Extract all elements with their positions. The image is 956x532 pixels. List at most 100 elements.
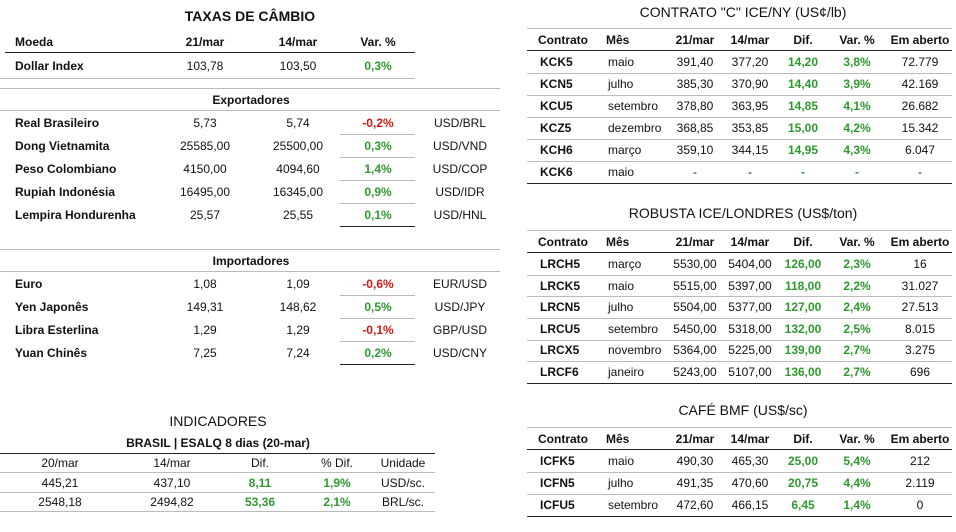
header-cell: 21/mar <box>675 235 715 249</box>
cell: BRL/sc. <box>381 495 424 509</box>
row-label: LRCK5 <box>540 278 581 293</box>
section-title: INDICADORES <box>169 413 267 429</box>
cell: USD/COP <box>432 162 488 176</box>
cell: 370,90 <box>731 77 769 91</box>
header-cell: Contrato <box>538 432 588 446</box>
rule <box>527 339 952 341</box>
rule <box>340 203 415 204</box>
cell: 2,5% <box>843 321 871 336</box>
rule <box>0 110 500 111</box>
cell: 4,2% <box>843 121 871 135</box>
section-title: TAXAS DE CÂMBIO <box>184 8 316 24</box>
cell: 1,29 <box>286 323 310 337</box>
cell: 696 <box>909 365 931 379</box>
rule <box>0 492 435 493</box>
rule <box>5 52 415 53</box>
row-label: KCK5 <box>540 55 573 69</box>
cell: 5,73 <box>193 116 217 130</box>
header-cell: Unidade <box>380 456 426 470</box>
cell: 353,85 <box>731 121 769 135</box>
cell: 103,50 <box>279 59 317 73</box>
cell: EUR/USD <box>432 277 487 291</box>
cell: 2,4% <box>843 300 871 315</box>
cell: 25,55 <box>282 208 314 222</box>
cell: 127,00 <box>784 300 822 315</box>
cell: julho <box>608 77 634 91</box>
cell: 344,15 <box>731 143 769 157</box>
cell: 20,75 <box>787 476 819 490</box>
rule <box>0 249 500 250</box>
cell: setembro <box>608 321 659 336</box>
cell: 1,4% <box>843 498 871 512</box>
cell: 14,20 <box>787 55 819 69</box>
cell: 1,9% <box>323 476 351 490</box>
cell: USD/VND <box>432 139 487 153</box>
section-title: ROBUSTA ICE/LONDRES (US$/ton) <box>628 205 858 221</box>
cell: 437,10 <box>153 476 191 490</box>
row-label: KCU5 <box>540 99 573 113</box>
cell: 5377,00 <box>728 300 772 315</box>
cell: 5404,00 <box>728 257 772 271</box>
cell: 4,1% <box>843 99 871 113</box>
row-label: Dong Vietnamita <box>15 139 110 153</box>
cell: 0,3% <box>364 139 392 153</box>
cell: 2,1% <box>323 495 351 509</box>
cell: 363,95 <box>731 99 769 113</box>
cell: 0,2% <box>364 346 392 360</box>
rule <box>527 95 952 96</box>
cell: 490,30 <box>676 454 714 468</box>
cell: novembro <box>608 343 662 358</box>
cell: 4094,60 <box>276 162 320 176</box>
rule <box>527 449 952 450</box>
cell: 25585,00 <box>179 139 231 153</box>
rule <box>527 252 952 253</box>
row-label: KCZ5 <box>540 121 572 135</box>
row-label: Yuan Chinês <box>15 346 88 360</box>
header-cell: % Dif. <box>320 456 353 470</box>
cell: 2,3% <box>843 257 871 271</box>
cell: maio <box>608 55 635 69</box>
header-cell: Var. % <box>839 33 875 47</box>
rule <box>527 230 952 231</box>
rule <box>340 364 415 365</box>
cell: 5,4% <box>843 454 871 468</box>
cell: 14,95 <box>787 143 819 157</box>
header-cell: Dif. <box>251 456 269 470</box>
cell: 212 <box>909 454 931 468</box>
header-cell: Contrato <box>538 33 588 47</box>
header-cell: 20/mar <box>41 456 79 470</box>
cell: 470,60 <box>731 476 769 490</box>
cell: 4,4% <box>843 476 871 490</box>
cell: 5504,00 <box>673 300 717 315</box>
header-cell: Em aberto <box>890 235 950 249</box>
rule <box>527 117 952 118</box>
header-cell: Dif. <box>793 33 813 47</box>
rule <box>0 511 435 512</box>
cell: 14,85 <box>787 99 819 113</box>
cell: 385,30 <box>676 77 714 91</box>
header-cell: Mês <box>606 432 630 446</box>
header-cell: Dif. <box>793 235 813 249</box>
cell: 16345,00 <box>272 185 324 199</box>
rule <box>527 296 952 298</box>
cell: 6,45 <box>791 498 815 512</box>
cell: GBP/USD <box>432 323 487 337</box>
cell: julho <box>608 300 634 315</box>
cell: 0,1% <box>364 208 392 222</box>
cell: 0 <box>916 498 924 512</box>
section-title: CAFÉ BMF (US$/sc) <box>678 402 808 418</box>
cell: 8.015 <box>904 321 936 336</box>
rule <box>527 73 952 74</box>
row-label: LRCH5 <box>540 257 581 271</box>
header-cell: Em aberto <box>890 432 950 446</box>
cell: 149,31 <box>186 300 224 314</box>
cell: 2.119 <box>905 476 935 490</box>
row-label: LRCN5 <box>540 300 581 315</box>
rule <box>527 139 952 140</box>
cell: USD/JPY <box>434 300 486 314</box>
cell: - <box>918 165 922 179</box>
row-label: Peso Colombiano <box>15 162 117 176</box>
cell: 31.027 <box>901 278 939 293</box>
cell: 3,8% <box>843 55 871 69</box>
cell: 472,60 <box>676 498 714 512</box>
